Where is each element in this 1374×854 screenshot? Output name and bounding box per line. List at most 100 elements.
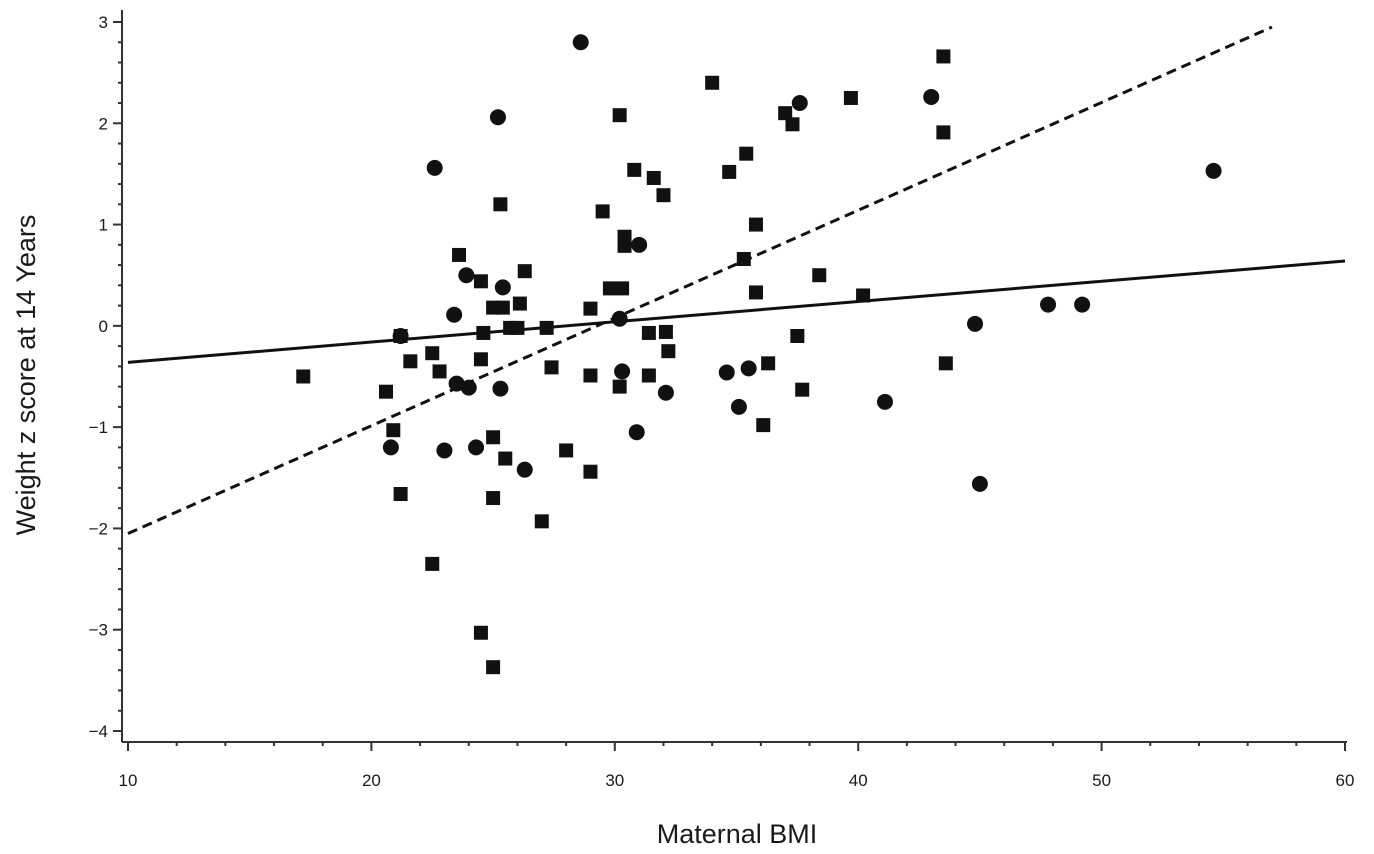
square-marker (583, 301, 598, 316)
y-tick-label: −3 (89, 621, 108, 640)
circle-marker (718, 364, 735, 381)
dashed-fit-line (127, 25, 1273, 535)
square-marker (936, 125, 951, 140)
circle-marker (494, 279, 511, 296)
circle-marker (611, 310, 628, 327)
square-marker (493, 197, 508, 212)
circle-marker (516, 461, 533, 478)
x-tick-label: 40 (849, 771, 868, 790)
circle-marker (730, 398, 747, 415)
circle-marker (791, 95, 808, 112)
x-tick-label: 10 (119, 771, 138, 790)
circle-marker (572, 34, 589, 51)
square-marker (646, 170, 661, 185)
circle-marker (448, 375, 465, 392)
square-marker (612, 108, 627, 123)
circle-marker (382, 439, 399, 456)
square-marker (617, 238, 632, 253)
square-marker (602, 281, 617, 296)
y-tick-label: 0 (99, 317, 108, 336)
square-marker (432, 364, 447, 379)
circle-marker (392, 327, 409, 344)
square-marker (473, 274, 488, 289)
x-tick-label: 60 (1336, 771, 1355, 790)
circle-marker (436, 442, 453, 459)
square-marker (658, 324, 673, 339)
square-marker (539, 320, 554, 335)
y-tick-label: −4 (89, 722, 108, 741)
data-markers (296, 34, 1222, 675)
square-marker (403, 354, 418, 369)
square-marker (856, 288, 871, 303)
square-marker (583, 464, 598, 479)
circle-marker (657, 384, 674, 401)
square-marker (739, 146, 754, 161)
x-tick-label: 50 (1092, 771, 1111, 790)
square-marker (661, 344, 676, 359)
square-marker (486, 491, 501, 506)
square-marker (615, 281, 630, 296)
circle-marker (446, 306, 463, 323)
square-marker (736, 252, 751, 267)
square-marker (534, 514, 549, 529)
x-tick-label: 20 (362, 771, 381, 790)
square-marker (495, 300, 510, 315)
square-marker (498, 451, 513, 466)
square-marker (656, 188, 671, 203)
y-axis-title: Weight z score at 14 Years (11, 215, 41, 536)
circle-marker (967, 315, 984, 332)
square-marker (486, 430, 501, 445)
square-marker (512, 296, 527, 311)
square-marker (612, 379, 627, 394)
square-marker (843, 90, 858, 105)
y-tick-label: 2 (99, 114, 108, 133)
y-tick-label: 3 (99, 13, 108, 32)
square-marker (778, 106, 793, 121)
square-marker (452, 247, 467, 262)
square-marker (559, 443, 574, 458)
square-marker (583, 368, 598, 383)
circle-marker (1040, 296, 1057, 313)
circle-marker (614, 363, 631, 380)
square-marker (473, 352, 488, 367)
circle-marker (740, 360, 757, 377)
circle-marker (1074, 296, 1091, 313)
square-marker (748, 285, 763, 300)
square-marker (785, 117, 800, 132)
square-marker (425, 346, 440, 361)
circle-marker (492, 380, 509, 397)
square-marker (425, 556, 440, 571)
circle-marker (923, 88, 940, 105)
fit-lines (127, 25, 1346, 535)
square-marker (476, 325, 491, 340)
solid-fit-line (127, 259, 1346, 364)
circle-marker (460, 379, 477, 396)
circle-marker (468, 439, 485, 456)
circle-marker (426, 159, 443, 176)
square-marker (544, 360, 559, 375)
square-marker (761, 356, 776, 371)
square-marker (795, 382, 810, 397)
tick-labels: 10 20 30 40 50 60 −4 −3 −2 −1 0 1 2 3 (89, 13, 1355, 790)
y-tick-label: −2 (89, 519, 108, 538)
circle-marker (631, 236, 648, 253)
square-marker (510, 320, 525, 335)
square-marker (790, 328, 805, 343)
square-marker (486, 660, 501, 675)
square-marker (756, 418, 771, 433)
axes (113, 10, 1347, 751)
square-marker (936, 49, 951, 64)
y-tick-label: −1 (89, 418, 108, 437)
x-tick-label: 30 (605, 771, 624, 790)
square-marker (705, 75, 720, 90)
square-marker (641, 368, 656, 383)
square-marker (812, 268, 827, 283)
square-marker (296, 369, 311, 384)
circle-marker (489, 109, 506, 126)
square-marker (938, 356, 953, 371)
circle-marker (876, 393, 893, 410)
square-marker (627, 162, 642, 177)
x-axis-title: Maternal BMI (657, 819, 818, 849)
square-marker (379, 384, 394, 399)
